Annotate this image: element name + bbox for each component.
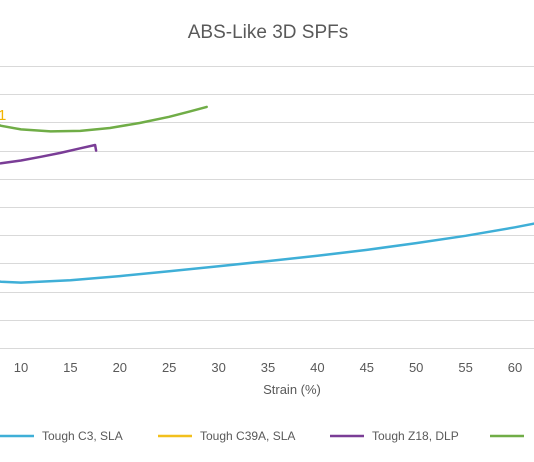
chart-title: ABS-Like 3D SPFs [188,22,349,43]
x-tick-label: 40 [310,360,324,375]
x-tick-label: 25 [162,360,176,375]
x-tick-label: 60 [508,360,522,375]
legend-label: Tough Z18, DLP [372,429,459,443]
x-tick-label: 35 [261,360,275,375]
series-line-4 [0,105,208,133]
x-tick-label: 30 [211,360,225,375]
legend-label: Tough C3, SLA [42,429,123,443]
x-axis-title: Strain (%) [263,382,321,397]
series-line-1 [0,222,534,284]
series-line-3 [0,143,98,165]
x-tick-label: 15 [63,360,77,375]
x-tick-label: 45 [360,360,374,375]
x-tick-label: 10 [14,360,28,375]
legend-label: Tough C39A, SLA [200,429,295,443]
x-tick-label: 20 [113,360,127,375]
annotation-label: 1 [0,107,6,124]
x-tick-label: 50 [409,360,423,375]
x-tick-label: 55 [458,360,472,375]
